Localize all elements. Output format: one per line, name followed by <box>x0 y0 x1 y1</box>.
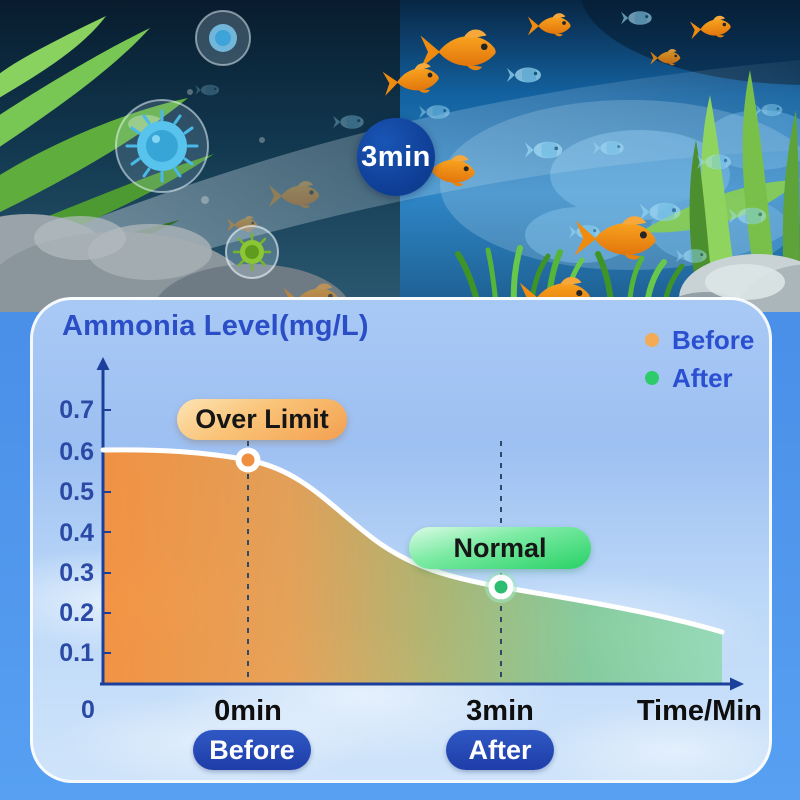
y-tick-label: 0.7 <box>59 396 94 424</box>
y-tick-label: 0.3 <box>59 559 94 587</box>
legend-dot-before-icon <box>645 333 659 347</box>
before-badge: Before <box>193 730 311 770</box>
after-badge: After <box>446 730 554 770</box>
bacteria-bubble-green <box>225 225 279 279</box>
aquarium-photo <box>0 0 800 312</box>
x-tick-3min: 3min <box>466 695 534 727</box>
over-limit-label: Over Limit <box>177 399 347 440</box>
chart-title: Ammonia Level(mg/L) <box>62 310 369 342</box>
y-tick-label: 0.1 <box>59 639 94 667</box>
aquarium-scene <box>0 0 800 312</box>
origin-label: 0 <box>81 696 95 724</box>
legend-label-before: Before <box>672 325 755 355</box>
duration-badge: 3min <box>357 118 435 196</box>
legend-label-after: After <box>672 363 733 393</box>
virus-icon <box>125 109 199 183</box>
x-axis-label: Time/Min <box>636 695 762 727</box>
normal-label: Normal <box>409 527 591 569</box>
legend-item-before: Before <box>645 327 754 353</box>
y-tick-label: 0.5 <box>59 478 94 506</box>
bacteria-bubble-large <box>115 99 209 193</box>
y-tick-label: 0.6 <box>59 438 94 466</box>
y-tick-label: 0.2 <box>59 599 94 627</box>
duration-badge-label: 3min <box>361 140 431 173</box>
legend-dot-after-icon <box>645 371 659 385</box>
bacteria-bubble-top <box>195 10 251 66</box>
y-tick-label: 0.4 <box>59 519 94 547</box>
green-virus-icon <box>232 232 272 272</box>
tiny-bubbles <box>187 89 265 204</box>
x-tick-0min: 0min <box>214 695 282 727</box>
legend-item-after: After <box>645 365 733 391</box>
